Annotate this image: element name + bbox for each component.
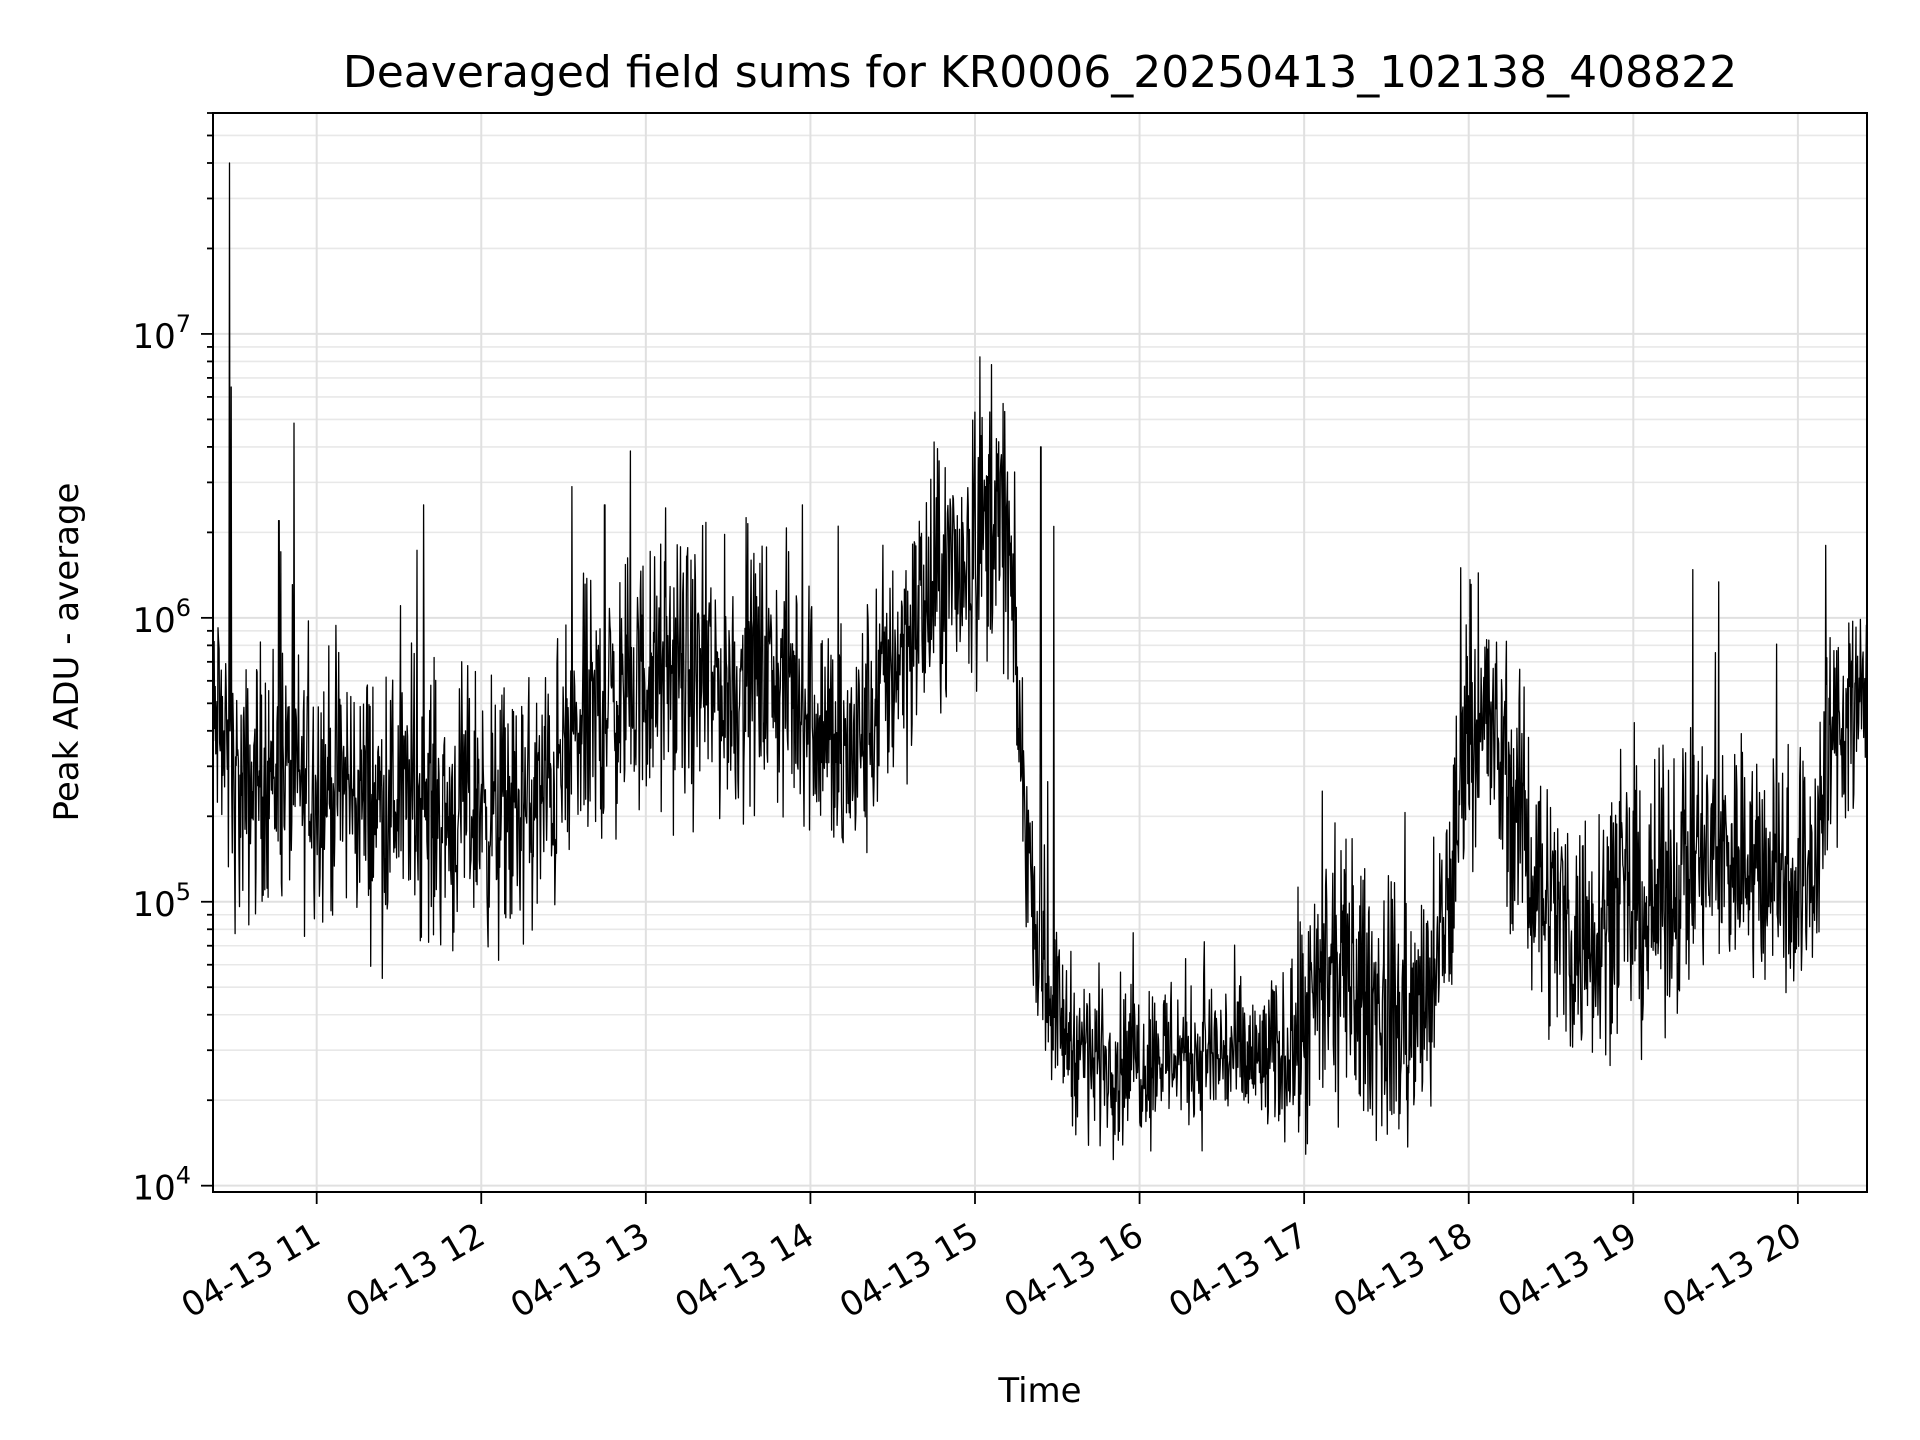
- x-tick-label: 04-13 13: [504, 1215, 656, 1326]
- y-tick-label: 106: [132, 594, 191, 641]
- x-tick-label: 04-13 11: [175, 1215, 327, 1326]
- y-tick-label: 105: [132, 878, 191, 925]
- y-tick-exponent: 4: [176, 1162, 191, 1190]
- y-tick-label: 104: [132, 1162, 191, 1209]
- x-axis: 04-13 11 04-13 12 04-13 13 04-13 14 04-13 15…: [175, 1192, 1808, 1326]
- plot-frame: [212, 112, 1868, 1193]
- chart-title: Deaveraged field sums for KR0006_2025041…: [343, 47, 1737, 98]
- y-axis-label: Peak ADU - average: [47, 483, 87, 822]
- x-tick-label: 04-13 16: [998, 1215, 1150, 1326]
- x-axis-label: Time: [997, 1371, 1081, 1411]
- x-tick-label: 04-13 19: [1491, 1215, 1643, 1326]
- x-tick-label: 04-13 20: [1656, 1215, 1808, 1326]
- y-tick-exponent: 5: [176, 878, 191, 906]
- series-line: [212, 162, 1868, 1161]
- x-tick-label: 04-13 14: [669, 1215, 821, 1326]
- x-tick-label: 04-13 15: [833, 1215, 985, 1326]
- y-axis: 104 105 106 107: [132, 112, 213, 1209]
- y-tick-exponent: 6: [176, 594, 191, 622]
- y-tick-label: 107: [132, 310, 191, 357]
- x-tick-label: 04-13 17: [1162, 1215, 1314, 1326]
- data-series: [212, 162, 1868, 1161]
- x-tick-label: 04-13 12: [339, 1215, 491, 1326]
- x-tick-label: 04-13 18: [1327, 1215, 1479, 1326]
- y-tick-exponent: 7: [176, 310, 191, 338]
